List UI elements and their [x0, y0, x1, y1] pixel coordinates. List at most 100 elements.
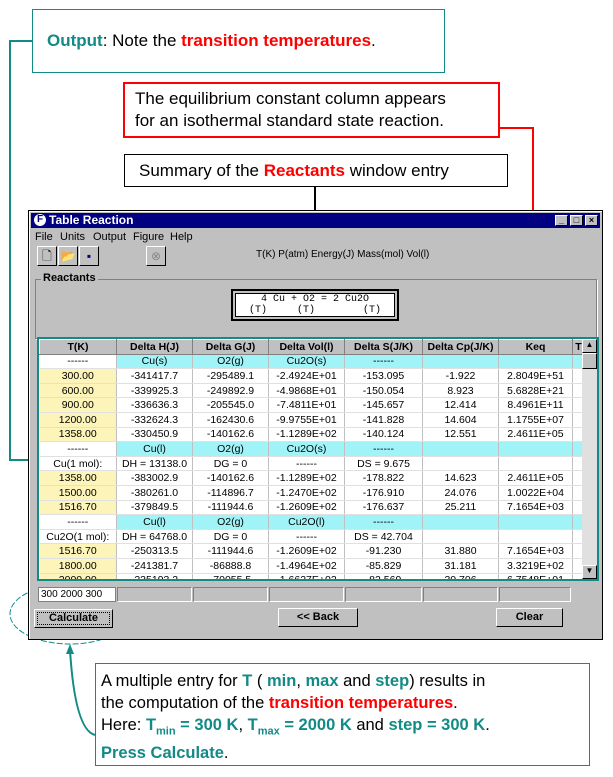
table-cell: Cu(l)	[116, 441, 193, 457]
table-cell: Cu(s)	[116, 354, 193, 370]
t: the computation of the	[101, 694, 269, 712]
table-cell: 2.4611E+05	[498, 427, 573, 443]
temperature-input[interactable]	[38, 587, 116, 602]
input-cell[interactable]	[269, 587, 344, 602]
table-cell	[498, 529, 573, 545]
column-header[interactable]: Delta G(J)	[192, 339, 269, 355]
column-header[interactable]: Delta Cp(J/K)	[422, 339, 499, 355]
table-cell: 2.8049E+51	[498, 368, 573, 384]
calculate-button[interactable]: Calculate	[34, 609, 113, 628]
note-text: .	[371, 31, 376, 50]
table-cell: 31.880	[422, 543, 499, 559]
table-row: 1800.00 -241381.7 -86888.8 -1.4964E+02 -85.8…	[39, 558, 585, 574]
t: .	[223, 744, 229, 763]
table-row: 1516.70 -250313.5 -111944.6 -1.2609E+02 -91.…	[39, 543, 585, 559]
table-cell: 8.923	[422, 383, 499, 399]
vertical-scrollbar[interactable]: ▲ ▼	[582, 339, 597, 579]
scroll-down-button[interactable]: ▼	[582, 565, 597, 579]
input-cell[interactable]	[423, 587, 498, 602]
table-cell: -1.1289E+02	[268, 470, 345, 486]
window-title: Table Reaction	[49, 213, 134, 227]
table-cell: -145.657	[344, 397, 423, 413]
new-file-icon[interactable]: 🗋	[37, 246, 57, 266]
table-cell: 2.4611E+05	[498, 470, 573, 486]
table-cell: O2(g)	[192, 514, 269, 530]
table-cell	[572, 441, 585, 457]
column-header[interactable]: Delta S(J/K)	[344, 339, 423, 355]
table-cell: 7.1654E+03	[498, 500, 573, 516]
table-cell: -140162.6	[192, 470, 269, 486]
table-cell	[572, 514, 585, 530]
table-cell: -379849.5	[116, 500, 193, 516]
scroll-up-button[interactable]: ▲	[582, 339, 597, 353]
table-cell: Cu(l)	[116, 514, 193, 530]
stop-icon[interactable]: ⊗	[146, 246, 166, 266]
t: A multiple entry for	[101, 672, 243, 690]
table-cell: 3.3219E+02	[498, 558, 573, 574]
table-cell: -111944.6	[192, 500, 269, 516]
table-cell: -2.4924E+01	[268, 368, 345, 384]
phase-row: ------ Cu(l) O2(g) Cu2O(s) ------	[39, 441, 585, 457]
t: T	[242, 672, 253, 690]
input-cell[interactable]	[117, 587, 192, 602]
input-cell[interactable]	[499, 587, 571, 602]
save-icon[interactable]: ▪	[79, 246, 99, 266]
t: transition temperatures	[268, 694, 454, 712]
table-cell: -9.9755E+01	[268, 412, 345, 428]
results-table: T(K) Delta H(J) Delta G(J) Delta Vol(l) Delt…	[37, 337, 599, 581]
transition-row: Cu(1 mol): DH = 13138.0 DG = 0 ------ DS = 9…	[39, 456, 585, 472]
title-bar: F Table Reaction _ □ ×	[31, 213, 600, 228]
minimize-button[interactable]: _	[555, 215, 568, 226]
column-header[interactable]: Delta Vol(l)	[268, 339, 345, 355]
table-cell: 14.623	[422, 470, 499, 486]
menu-help[interactable]: Help	[170, 231, 193, 243]
menu-output[interactable]: Output	[93, 231, 127, 243]
table-cell: ------	[268, 456, 345, 472]
table-cell: DH = 13138.0	[116, 456, 193, 472]
table-cell: 600.00	[39, 383, 117, 399]
table-cell: Cu2O(l)	[268, 514, 345, 530]
output-label: Output	[47, 31, 103, 50]
table-cell: 1200.00	[39, 412, 117, 428]
scroll-thumb[interactable]	[582, 353, 597, 369]
open-folder-icon[interactable]: 📂	[58, 246, 78, 266]
menu-figure[interactable]: Figure	[133, 231, 165, 243]
table-cell: Cu2O(1 mol):	[39, 529, 117, 545]
close-button[interactable]: ×	[585, 215, 598, 226]
table-cell: -82.569	[344, 573, 423, 579]
t: and	[338, 672, 376, 690]
menu-units[interactable]: Units	[60, 231, 86, 243]
table-cell: 7.1654E+03	[498, 543, 573, 559]
table-cell: -1.6627E+02	[268, 573, 345, 579]
menu-file[interactable]: File	[35, 231, 53, 243]
phase-row: ------ Cu(s) O2(g) Cu2O(s) ------	[39, 354, 585, 370]
column-header[interactable]: T(K)	[39, 339, 117, 355]
table-row: 1358.00 -383002.9 -140162.6 -1.1289E+02 -178…	[39, 470, 585, 486]
table-cell: -85.829	[344, 558, 423, 574]
table-cell: Cu2O(s)	[268, 354, 345, 370]
table-cell: -339925.3	[116, 383, 193, 399]
t: .	[485, 716, 490, 734]
column-header[interactable]: Delta H(J)	[116, 339, 193, 355]
input-cell[interactable]	[193, 587, 268, 602]
table-cell: 1358.00	[39, 427, 117, 443]
table-cell: O2(g)	[192, 441, 269, 457]
clear-button[interactable]: Clear	[496, 608, 563, 627]
output-note: Output: Note the transition temperatures…	[32, 9, 445, 73]
t: step	[375, 672, 410, 690]
table-cell: -86888.8	[192, 558, 269, 574]
table-cell	[422, 514, 499, 530]
table-cell: 1358.00	[39, 470, 117, 486]
table-cell	[498, 354, 573, 370]
maximize-button[interactable]: □	[570, 215, 583, 226]
table-cell: -114896.7	[192, 485, 269, 501]
input-cell[interactable]	[345, 587, 422, 602]
phase-row: ------ Cu(l) O2(g) Cu2O(l) ------	[39, 514, 585, 530]
table-cell: -91.230	[344, 543, 423, 559]
t: Press Calculate	[101, 744, 224, 763]
note-highlight: transition temperatures	[181, 31, 372, 50]
back-button[interactable]: << Back	[278, 608, 358, 627]
table-cell: ------	[268, 529, 345, 545]
table-cell: Cu(1 mol):	[39, 456, 117, 472]
column-header[interactable]: Keq	[498, 339, 573, 355]
